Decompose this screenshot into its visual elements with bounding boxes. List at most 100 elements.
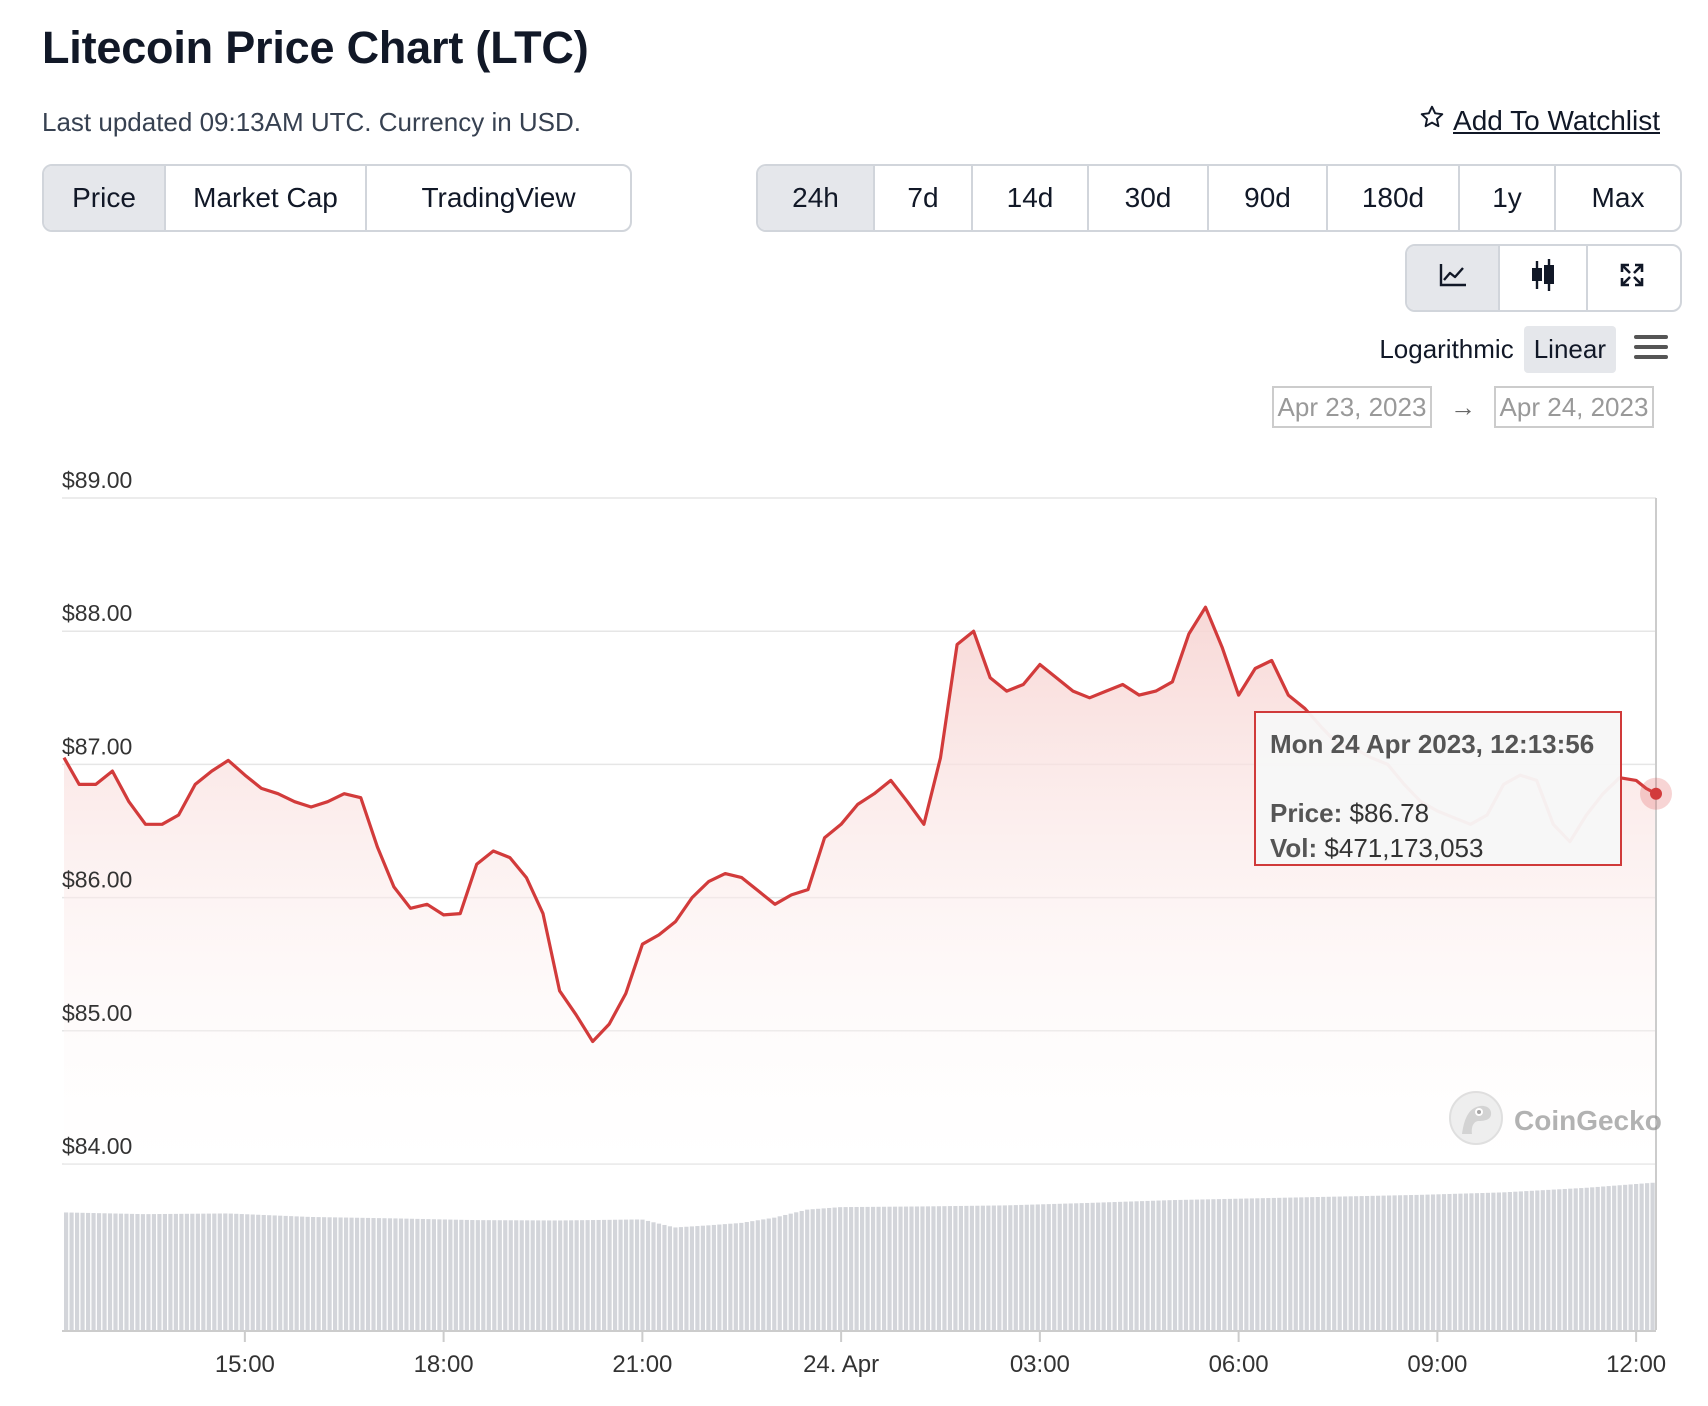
hover-point [1650, 787, 1662, 800]
candlestick-button[interactable] [1500, 246, 1588, 310]
volume-bar [651, 1222, 656, 1330]
volume-bar [1052, 1203, 1057, 1330]
volume-bar [997, 1205, 1002, 1330]
volume-bar [1101, 1202, 1106, 1330]
tab-tradingview[interactable]: TradingView [421, 182, 576, 213]
hamburger-menu-icon[interactable] [1634, 333, 1668, 366]
volume-bar [953, 1206, 958, 1330]
y-tick-label: $85.00 [62, 1000, 132, 1026]
volume-bar [1085, 1202, 1090, 1330]
range-7d[interactable]: 7d [875, 166, 973, 230]
linear-option[interactable]: Linear [1523, 326, 1616, 373]
volume-bar [1491, 1192, 1496, 1330]
volume-bar [135, 1213, 140, 1330]
volume-bar [816, 1208, 821, 1330]
range-90d[interactable]: 90d [1209, 166, 1328, 230]
last-updated-text: Last updated 09:13AM UTC. Currency in US… [42, 107, 582, 137]
volume-bar [618, 1219, 623, 1330]
volume-bar [1359, 1196, 1364, 1330]
volume-bar [382, 1218, 387, 1330]
volume-bar [1645, 1183, 1650, 1330]
range-max[interactable]: Max [1591, 182, 1645, 213]
volume-bar [629, 1219, 634, 1330]
volume-bar [645, 1220, 651, 1330]
volume-bar [1167, 1200, 1172, 1330]
range-1y[interactable]: 1y [1460, 166, 1556, 230]
volume-bar [580, 1220, 585, 1330]
volume-bar [854, 1206, 859, 1330]
date-from-input[interactable]: Apr 23, 2023 [1272, 386, 1432, 428]
volume-bar [1546, 1189, 1551, 1330]
watchlist-label: Add To Watchlist [1453, 104, 1660, 136]
tooltip-volume-row: Vol: $471,173,053 [1270, 833, 1606, 864]
volume-bar [140, 1214, 146, 1330]
tab-market-cap[interactable]: Market Cap [166, 166, 367, 230]
volume-bar [426, 1219, 431, 1330]
volume-bar [1551, 1189, 1556, 1330]
tooltip-price-label: Price: [1270, 798, 1343, 828]
volume-bar [118, 1213, 124, 1330]
volume-bar [991, 1205, 996, 1330]
x-tick-label: 12:00 [1606, 1351, 1666, 1378]
volume-bar [256, 1214, 261, 1330]
date-range-inputs: Apr 23, 2023 → Apr 24, 2023 [1272, 386, 1654, 428]
x-tick-label: 09:00 [1407, 1351, 1467, 1378]
range-180d[interactable]: 180d [1328, 166, 1460, 230]
volume-bar [623, 1219, 629, 1330]
tab-price[interactable]: Price [44, 166, 166, 230]
volume-bar [1370, 1195, 1375, 1330]
volume-bar [536, 1220, 541, 1330]
volume-bar [1030, 1204, 1035, 1330]
volume-bar [558, 1220, 563, 1330]
volume-bar [261, 1214, 266, 1330]
volume-bar [1013, 1205, 1018, 1330]
volume-bar [695, 1226, 700, 1330]
volume-bar [91, 1213, 96, 1330]
volume-bar [1315, 1197, 1320, 1330]
volume-bar [1194, 1199, 1200, 1330]
x-tick-label: 24. Apr [803, 1351, 879, 1378]
volume-bar [195, 1213, 200, 1330]
volume-bar [1183, 1199, 1189, 1330]
volume-bar [64, 1212, 69, 1330]
range-24h[interactable]: 24h [758, 166, 875, 230]
volume-bar [1529, 1190, 1534, 1330]
volume-bar [909, 1206, 914, 1330]
logarithmic-option[interactable]: Logarithmic [1379, 334, 1514, 364]
volume-bar [717, 1224, 722, 1330]
volume-bar [1260, 1198, 1265, 1330]
add-to-watchlist-link[interactable]: Add To Watchlist [1419, 104, 1660, 137]
candlestick-icon [1528, 258, 1558, 299]
volume-bar [838, 1207, 843, 1330]
x-tick-label: 06:00 [1209, 1351, 1269, 1378]
volume-bar [322, 1217, 327, 1330]
volume-bar [1310, 1197, 1315, 1330]
volume-bar [1584, 1187, 1589, 1330]
volume-bar [278, 1215, 283, 1330]
volume-bar [1271, 1197, 1276, 1330]
line-chart-button[interactable] [1407, 246, 1500, 310]
volume-bar [969, 1205, 974, 1330]
volume-bar [102, 1213, 107, 1330]
fullscreen-button[interactable] [1588, 246, 1676, 310]
volume-bar [1282, 1197, 1287, 1330]
date-to-input[interactable]: Apr 24, 2023 [1494, 386, 1654, 428]
volume-bar [755, 1220, 760, 1330]
range-14d[interactable]: 14d [973, 166, 1089, 230]
volume-bar [1233, 1198, 1238, 1330]
volume-bar [706, 1225, 711, 1330]
volume-bar [530, 1220, 535, 1330]
volume-bar [634, 1219, 640, 1330]
volume-bar [404, 1218, 409, 1330]
volume-bar [228, 1213, 233, 1330]
volume-bar [151, 1214, 157, 1330]
volume-bar [1650, 1182, 1655, 1330]
volume-bar [217, 1213, 222, 1330]
volume-bar [794, 1212, 799, 1330]
volume-bar [1557, 1189, 1562, 1330]
volume-bar [239, 1214, 244, 1330]
volume-bar [1595, 1186, 1600, 1330]
range-30d[interactable]: 30d [1089, 166, 1209, 230]
volume-bar [349, 1217, 354, 1330]
